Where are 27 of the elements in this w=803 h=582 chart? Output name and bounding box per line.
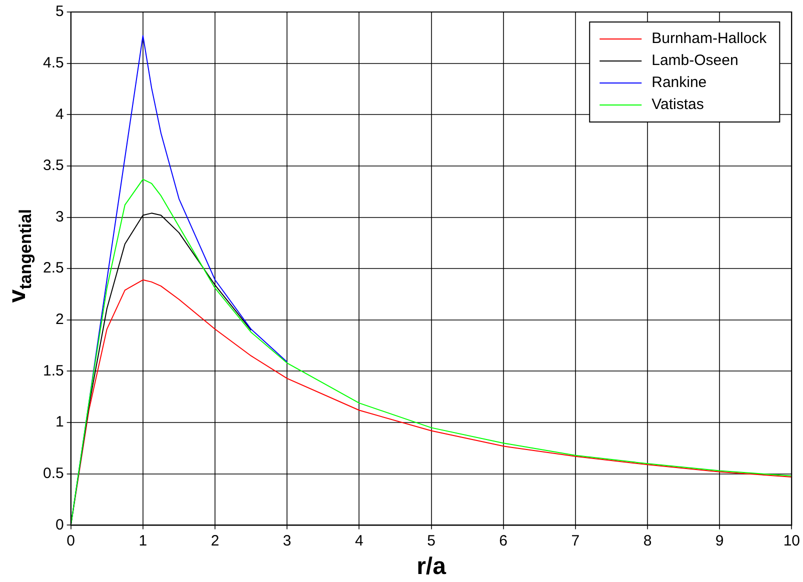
x-tick-label: 2 [210, 532, 220, 550]
x-tick-label: 0 [66, 532, 76, 550]
y-tick-label: 2.5 [42, 260, 64, 277]
legend-label: Burnham-Hallock [652, 30, 768, 48]
x-tick-label: 10 [783, 532, 800, 550]
x-axis-title: r/a [416, 553, 447, 580]
y-tick-label: 3 [56, 208, 64, 226]
x-tick-label: 3 [282, 532, 292, 550]
legend-label: Rankine [652, 74, 707, 92]
x-tick-label: 7 [571, 532, 580, 550]
y-tick-label: 1.5 [42, 362, 64, 380]
legend-label: Vatistas [652, 96, 704, 114]
x-tick-label: 9 [715, 532, 724, 550]
x-tick-label: 5 [427, 532, 436, 550]
y-tick-label: 4.5 [42, 54, 64, 72]
x-tick-label: 1 [138, 532, 148, 550]
y-tick-label: 3.5 [42, 157, 64, 174]
y-tick-label: 2 [56, 311, 64, 328]
x-tick-label: 8 [643, 532, 652, 550]
x-tick-label: 6 [499, 532, 508, 550]
legend-label: Lamb-Oseen [652, 52, 738, 70]
x-tick-label: 4 [355, 532, 364, 550]
y-tick-label: 4 [56, 106, 64, 123]
y-tick-label: 5 [56, 3, 64, 20]
y-tick-label: 0 [56, 516, 64, 534]
y-tick-label: 0.5 [42, 465, 64, 482]
y-tick-label: 1 [56, 414, 64, 431]
